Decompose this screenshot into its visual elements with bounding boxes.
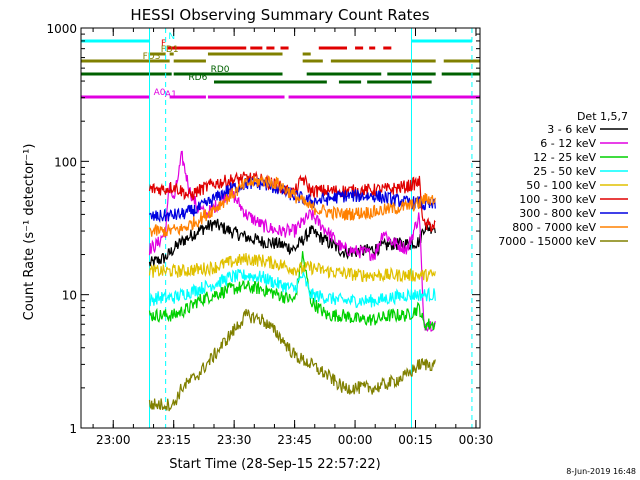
series-line: [148, 308, 436, 412]
legend-label: 800 - 7000 keV: [512, 221, 596, 234]
flag-label-a0: A0: [154, 88, 166, 98]
x-tick-label: 23:00: [96, 433, 131, 447]
series-line: [148, 268, 436, 309]
series-line: [148, 176, 436, 224]
y-tick-label: 1: [69, 422, 77, 436]
x-tick-label: 00:00: [338, 433, 373, 447]
flag-label-f: F: [161, 39, 166, 49]
axes-layer: 23:00 23:15 23:30 23:45 00:00 00:15 00:30 1 10 10…: [46, 22, 493, 447]
y-tick-label: 1000: [46, 22, 77, 36]
legend-label: 7000 - 15000 keV: [498, 235, 596, 248]
x-tick-label: 00:15: [398, 433, 433, 447]
flag-label-rd6: RD6: [188, 73, 207, 83]
series-layer: [148, 150, 436, 412]
y-axis-label: Count Rate (s⁻¹ detector⁻¹): [22, 144, 37, 321]
x-tick-label: 23:45: [277, 433, 312, 447]
footer-date: 8-Jun-2019 16:48: [566, 467, 636, 476]
legend-label: 12 - 25 keV: [533, 151, 596, 164]
series-line: [148, 170, 436, 232]
flag-label-fd1: FD1: [161, 45, 179, 55]
legend-label: 25 - 50 keV: [533, 165, 596, 178]
legend-label: 6 - 12 keV: [540, 137, 596, 150]
legend-title: Det 1,5,7: [577, 110, 628, 123]
flag-label-a1: A1: [165, 90, 177, 100]
flag-label-fd3: FD3: [143, 52, 161, 62]
x-tick-label: 23:30: [217, 433, 252, 447]
legend-label: 3 - 6 keV: [547, 123, 596, 136]
x-tick-label: 00:30: [459, 433, 494, 447]
y-tick-label: 10: [62, 289, 77, 303]
flag-label-rd0: RD0: [211, 65, 230, 75]
plot-frame: [80, 27, 481, 429]
legend-label: 50 - 100 keV: [526, 179, 596, 192]
flag-label-n: N: [168, 32, 175, 42]
series-line: [148, 253, 436, 283]
x-axis-label: Start Time (28-Sep-15 22:57:22): [169, 457, 380, 472]
series-line: [148, 218, 436, 267]
y-tick-label: 100: [54, 155, 77, 169]
chart-title: HESSI Observing Summary Count Rates: [130, 6, 429, 24]
series-line: [148, 251, 436, 331]
x-tick-label: 23:15: [156, 433, 191, 447]
series-line: [149, 174, 436, 238]
legend-label: 100 - 300 keV: [519, 193, 596, 206]
legend-label: 300 - 800 keV: [519, 207, 596, 220]
